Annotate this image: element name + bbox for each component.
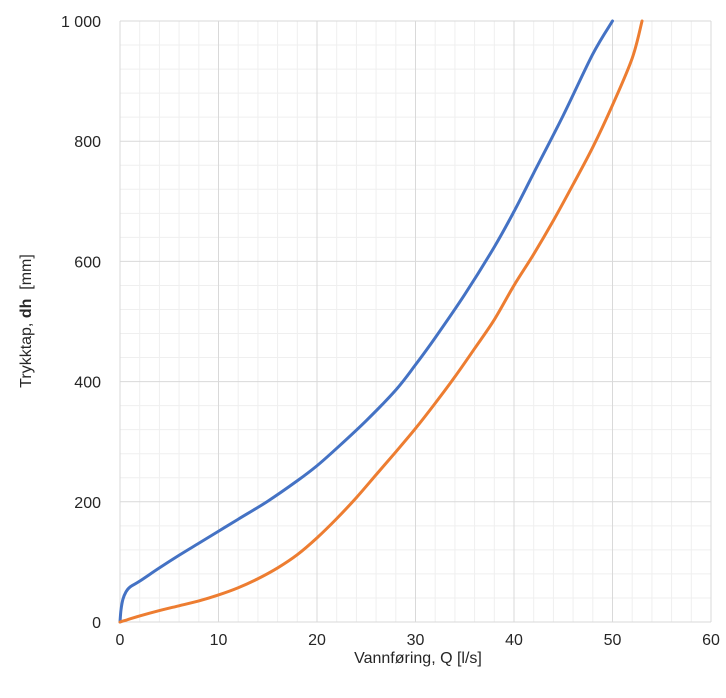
y-axis-label-prefix: Trykktap, (18, 318, 35, 388)
y-axis-label: Trykktap, dh [mm] (18, 254, 35, 388)
x-tick-label: 20 (308, 632, 326, 649)
y-tick-labels: 0 200 400 600 800 1 000 (61, 14, 101, 632)
x-tick-label: 60 (702, 632, 720, 649)
y-tick-label: 200 (74, 495, 101, 512)
y-tick-label: 0 (92, 615, 101, 632)
x-tick-label: 40 (505, 632, 523, 649)
x-tick-labels: 0 10 20 30 40 50 60 (116, 632, 720, 649)
x-axis-label: Vannføring, Q [l/s] (354, 650, 482, 667)
series-lines (118, 19, 644, 624)
y-axis-label-bold: dh (18, 299, 35, 319)
series-line-1 (118, 19, 614, 624)
y-tick-label: 400 (74, 375, 101, 392)
y-axis-label-suffix: [mm] (18, 254, 35, 298)
major-gridlines (119, 20, 712, 623)
x-tick-label: 30 (407, 632, 425, 649)
x-tick-label: 10 (210, 632, 228, 649)
series-line-2 (118, 19, 644, 624)
y-tick-label: 1 000 (61, 14, 101, 31)
y-tick-label: 800 (74, 134, 101, 151)
x-tick-label: 50 (604, 632, 622, 649)
x-tick-label: 0 (116, 632, 125, 649)
y-tick-label: 600 (74, 254, 101, 271)
